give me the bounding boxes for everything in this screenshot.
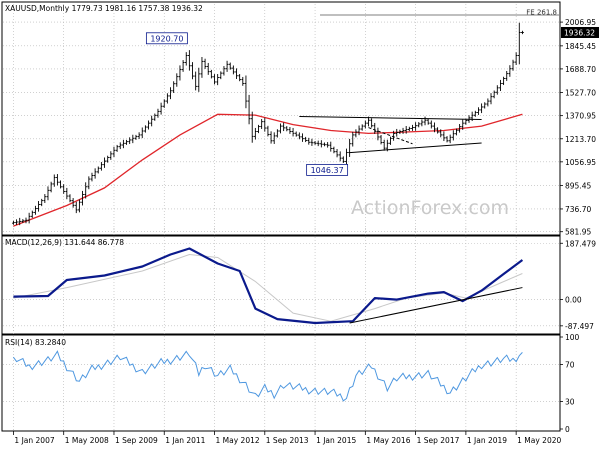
rsi-lines-layer xyxy=(12,350,523,402)
rsi-panel-frame xyxy=(1,334,561,432)
ytick-label: 0 xyxy=(565,425,570,434)
price-annotation-label: 1920.70 xyxy=(150,34,183,43)
current-price-box xyxy=(561,26,599,38)
macd-panel: MACD(12,26,9) 131.644 86.778 187.479 0.00… xyxy=(1,228,596,335)
price-watermark: ActionForex.com xyxy=(351,197,509,219)
ytick-label: 1527.70 xyxy=(565,89,596,98)
xtick-label: 1 Jan 2011 xyxy=(165,436,205,445)
xtick-label: 1 Jan 2007 xyxy=(14,436,54,445)
ytick-label: 0.00 xyxy=(565,296,582,305)
ytick-label: 1688.70 xyxy=(565,65,596,74)
current-price-tag: 1936.32 xyxy=(561,26,599,38)
ytick-label: 1845.45 xyxy=(565,42,596,51)
xtick-label: 1 May 2020 xyxy=(517,436,561,445)
rsi-grid xyxy=(3,327,559,431)
macd-line xyxy=(13,247,524,325)
xtick-label: 1 Sep 2017 xyxy=(417,436,460,445)
price-annotations-layer: 1920.70 1046.37 xyxy=(145,32,349,176)
dashed-trendline xyxy=(368,127,413,145)
price-trendlines-layer xyxy=(299,116,482,154)
x-axis: 1 Jan 2007 1 May 2008 1 Sep 2009 1 Jan 2011… xyxy=(13,431,562,445)
macd-signal-line xyxy=(13,253,523,322)
ytick-label: 187.479 xyxy=(565,239,596,248)
xtick-label: 1 May 2008 xyxy=(65,436,109,445)
ytick-label: 100 xyxy=(565,333,580,342)
price-yaxis: 581.95 736.70 895.45 1056.95 1213.70 1370.95 1… xyxy=(560,18,596,237)
macd-lines-layer xyxy=(13,247,524,325)
price-annotation-box xyxy=(145,32,188,45)
macd-trendline xyxy=(349,287,523,324)
xtick-label: 1 Sep 2013 xyxy=(266,436,309,445)
triangle-trendline xyxy=(349,142,482,154)
xtick-label: 1 Jan 2019 xyxy=(467,436,507,445)
macd-panel-frame xyxy=(1,235,561,335)
ytick-label: 895.45 xyxy=(565,182,591,191)
macd-yaxis: 187.479 0.00 -87.497 xyxy=(560,239,596,331)
ytick-label: 1213.70 xyxy=(565,135,596,144)
price-title: XAUUSD,Monthly 1779.73 1981.16 1757.38 1… xyxy=(5,4,203,13)
ytick-label: 1056.95 xyxy=(565,158,596,167)
rsi-yaxis: 100 70 30 0 xyxy=(560,333,580,434)
price-annotation-box xyxy=(306,163,349,176)
price-panel-frame xyxy=(1,1,561,236)
fe-level-label: FE 261.8 xyxy=(526,9,557,17)
ytick-label: 1370.95 xyxy=(565,112,596,121)
price-annotation-label: 1046.37 xyxy=(311,166,344,175)
price-bars-layer xyxy=(12,22,524,226)
xtick-label: 1 Sep 2009 xyxy=(115,436,158,445)
ytick-label: 70 xyxy=(565,361,575,370)
xtick-label: 1 May 2012 xyxy=(216,436,260,445)
ytick-label: 736.70 xyxy=(565,205,591,214)
xtick-label: 1 Jan 2015 xyxy=(316,436,356,445)
ytick-label: 2006.95 xyxy=(565,18,596,27)
fe-level-layer: FE 261.8 xyxy=(320,9,559,17)
macd-title: MACD(12,26,9) 131.644 86.778 xyxy=(5,238,124,247)
xtick-label: 1 May 2016 xyxy=(366,436,410,445)
ytick-label: 30 xyxy=(565,397,575,406)
rsi-line xyxy=(12,350,523,402)
ytick-label: -87.497 xyxy=(565,322,594,331)
rsi-title: RSI(14) 83.2840 xyxy=(5,338,66,347)
ytick-label: 581.95 xyxy=(565,228,591,237)
current-price-label: 1936.32 xyxy=(564,28,595,37)
triangle-trendline xyxy=(299,116,482,120)
rsi-panel: RSI(14) 83.2840 100 70 30 0 xyxy=(1,327,580,434)
